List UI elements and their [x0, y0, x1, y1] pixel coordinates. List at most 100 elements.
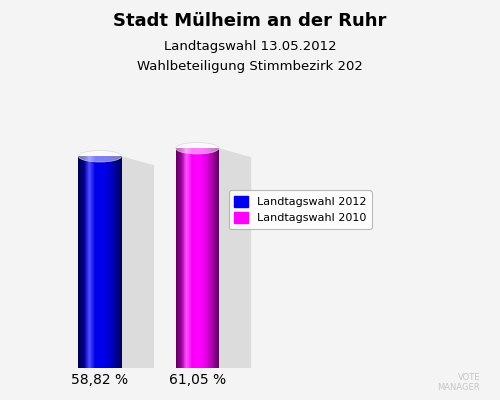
FancyBboxPatch shape	[194, 148, 196, 368]
Polygon shape	[219, 148, 251, 377]
FancyBboxPatch shape	[178, 148, 179, 368]
Text: Landtagswahl 13.05.2012: Landtagswahl 13.05.2012	[164, 40, 336, 53]
FancyBboxPatch shape	[180, 148, 181, 368]
FancyBboxPatch shape	[98, 156, 100, 368]
FancyBboxPatch shape	[195, 148, 196, 368]
FancyBboxPatch shape	[190, 148, 192, 368]
FancyBboxPatch shape	[93, 156, 94, 368]
FancyBboxPatch shape	[120, 156, 121, 368]
FancyBboxPatch shape	[114, 156, 116, 368]
FancyBboxPatch shape	[218, 148, 219, 368]
FancyBboxPatch shape	[103, 156, 104, 368]
FancyBboxPatch shape	[206, 148, 208, 368]
FancyBboxPatch shape	[193, 148, 194, 368]
FancyBboxPatch shape	[95, 156, 96, 368]
FancyBboxPatch shape	[82, 156, 83, 368]
FancyBboxPatch shape	[87, 156, 88, 368]
FancyBboxPatch shape	[180, 148, 182, 368]
FancyBboxPatch shape	[214, 148, 216, 368]
FancyBboxPatch shape	[198, 148, 199, 368]
FancyBboxPatch shape	[94, 156, 96, 368]
FancyBboxPatch shape	[185, 148, 186, 368]
FancyBboxPatch shape	[106, 156, 108, 368]
FancyBboxPatch shape	[177, 148, 178, 368]
FancyBboxPatch shape	[88, 156, 89, 368]
FancyBboxPatch shape	[116, 156, 117, 368]
FancyBboxPatch shape	[28, 368, 287, 379]
Ellipse shape	[78, 150, 122, 162]
FancyBboxPatch shape	[179, 148, 180, 368]
FancyBboxPatch shape	[118, 156, 119, 368]
FancyBboxPatch shape	[96, 156, 98, 368]
FancyBboxPatch shape	[80, 156, 82, 368]
FancyBboxPatch shape	[204, 148, 206, 368]
FancyBboxPatch shape	[107, 156, 108, 368]
FancyBboxPatch shape	[98, 156, 99, 368]
FancyBboxPatch shape	[205, 148, 206, 368]
FancyBboxPatch shape	[206, 148, 207, 368]
FancyBboxPatch shape	[187, 148, 188, 368]
FancyBboxPatch shape	[192, 148, 193, 368]
FancyBboxPatch shape	[92, 156, 93, 368]
Polygon shape	[122, 156, 154, 377]
FancyBboxPatch shape	[204, 148, 205, 368]
FancyBboxPatch shape	[188, 148, 189, 368]
FancyBboxPatch shape	[213, 148, 214, 368]
FancyBboxPatch shape	[203, 148, 204, 368]
FancyBboxPatch shape	[78, 156, 80, 368]
FancyBboxPatch shape	[106, 156, 107, 368]
FancyBboxPatch shape	[100, 156, 101, 368]
FancyBboxPatch shape	[79, 156, 80, 368]
FancyBboxPatch shape	[82, 156, 84, 368]
Text: Wahlbeteiligung Stimmbezirk 202: Wahlbeteiligung Stimmbezirk 202	[137, 60, 363, 73]
FancyBboxPatch shape	[186, 148, 187, 368]
FancyBboxPatch shape	[198, 148, 200, 368]
FancyBboxPatch shape	[210, 148, 211, 368]
FancyBboxPatch shape	[80, 156, 81, 368]
FancyBboxPatch shape	[182, 148, 183, 368]
FancyBboxPatch shape	[176, 148, 178, 368]
FancyBboxPatch shape	[121, 156, 122, 368]
FancyBboxPatch shape	[197, 148, 198, 368]
FancyBboxPatch shape	[183, 148, 184, 368]
FancyBboxPatch shape	[96, 156, 97, 368]
Text: Stadt Mülheim an der Ruhr: Stadt Mülheim an der Ruhr	[114, 12, 386, 30]
FancyBboxPatch shape	[212, 148, 214, 368]
Legend: Landtagswahl 2012, Landtagswahl 2010: Landtagswahl 2012, Landtagswahl 2010	[229, 190, 372, 229]
FancyBboxPatch shape	[102, 156, 103, 368]
FancyBboxPatch shape	[186, 148, 188, 368]
FancyBboxPatch shape	[184, 148, 186, 368]
FancyBboxPatch shape	[85, 156, 86, 368]
FancyBboxPatch shape	[178, 148, 180, 368]
FancyBboxPatch shape	[118, 156, 120, 368]
FancyBboxPatch shape	[196, 148, 197, 368]
FancyBboxPatch shape	[201, 148, 202, 368]
FancyBboxPatch shape	[200, 148, 201, 368]
FancyBboxPatch shape	[89, 156, 90, 368]
FancyBboxPatch shape	[108, 156, 109, 368]
FancyBboxPatch shape	[108, 156, 110, 368]
FancyBboxPatch shape	[188, 148, 190, 368]
FancyBboxPatch shape	[111, 156, 112, 368]
FancyBboxPatch shape	[105, 156, 106, 368]
FancyBboxPatch shape	[116, 156, 117, 368]
FancyBboxPatch shape	[97, 156, 98, 368]
FancyBboxPatch shape	[113, 156, 114, 368]
Text: 61,05 %: 61,05 %	[168, 374, 226, 387]
FancyBboxPatch shape	[211, 148, 212, 368]
FancyBboxPatch shape	[208, 148, 209, 368]
FancyBboxPatch shape	[100, 156, 102, 368]
FancyBboxPatch shape	[88, 156, 90, 368]
Ellipse shape	[176, 142, 219, 154]
Text: VOTE
MANAGER: VOTE MANAGER	[438, 373, 480, 392]
FancyBboxPatch shape	[104, 156, 106, 368]
FancyBboxPatch shape	[216, 148, 218, 368]
FancyBboxPatch shape	[110, 156, 111, 368]
FancyBboxPatch shape	[202, 148, 203, 368]
FancyBboxPatch shape	[86, 156, 88, 368]
FancyBboxPatch shape	[208, 148, 210, 368]
FancyBboxPatch shape	[190, 148, 191, 368]
FancyBboxPatch shape	[114, 156, 115, 368]
FancyBboxPatch shape	[90, 156, 91, 368]
FancyBboxPatch shape	[216, 148, 217, 368]
